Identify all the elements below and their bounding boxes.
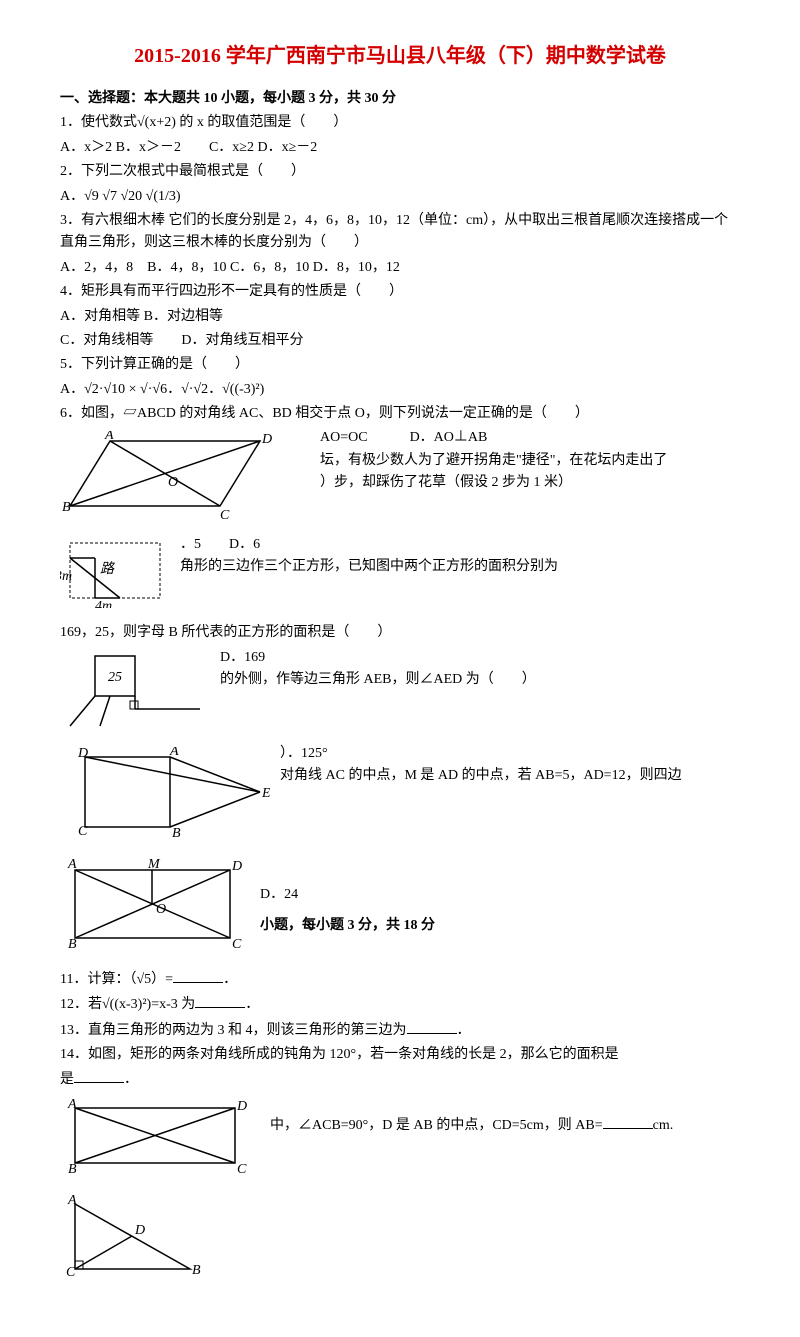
te-E: E [261,786,270,801]
rm-M: M [147,858,161,872]
q4-text: 4．矩形具有而平行四边形不一定具有的性质是（ ） [60,281,740,303]
q13-text: 13．直角三角形的两边为 3 和 4，则该三角形的第三边为 [60,1023,407,1038]
squares-figure: 25 [60,651,210,739]
te-D: D [77,747,88,761]
q11-blank [173,968,223,983]
sq25-label: 25 [108,670,122,685]
q13: 13．直角三角形的两边为 3 和 4，则该三角形的第三边为． [60,1019,740,1042]
q6-figure-row: A D B C O AO=OC D．AO⊥AB 坛，有极少数人为了避开拐角走"捷… [60,427,740,533]
q12-text: 12．若√((x-3)²)=x-3 为 [60,997,195,1012]
path-4m: 4m [95,599,112,608]
q10-optD: D．24 [260,884,435,906]
q2-text: 2．下列二次根式中最简根式是（ ） [60,161,740,183]
q1-text: 1．使代数式√(x+2) 的 x 的取值范围是（ ） [60,112,740,134]
q3-options: A．2，4，8 B．4，8，10 C．6，8，10 D．8，10，12 [60,257,740,279]
q9-optD: ）．125° [280,743,682,765]
q12-blank [195,993,245,1008]
label-D: D [261,432,272,447]
rm-B: B [68,937,77,952]
rect-mo-figure: A D B C M O [60,858,250,961]
path-figure: 3m 4m 路 [60,538,170,616]
rx-D: D [236,1099,247,1114]
q15-text: 中，∠ACB=90°，D 是 AB 的中点，CD=5cm，则 AB= [270,1118,603,1133]
q5-text: 5．下列计算正确的是（ ） [60,354,740,376]
q9-text: 对角线 AC 的中点，M 是 AD 的中点，若 AB=5，AD=12，则四边 [280,765,682,787]
q3-text: 3．有六根细木棒 它们的长度分别是 2，4，6，8，10，12（单位：cm），从… [60,210,740,255]
section2-header: 小题，每小题 3 分，共 18 分 [260,915,435,937]
rt-A: A [67,1194,77,1208]
rt-C: C [66,1265,76,1280]
rt-B: B [192,1263,201,1278]
paper-title: 2015-2016 学年广西南宁市马山县八年级（下）期中数学试卷 [60,40,740,72]
te-A: A [169,747,179,759]
section1-header: 一、选择题：本大题共 10 小题，每小题 3 分，共 30 分 [60,88,740,110]
q7-text: 角形的三边作三个正方形，已知图中两个正方形的面积分别为 [180,556,558,578]
rm-C: C [232,937,242,952]
q10-figure-row: A D B C M O D．24 小题，每小题 3 分，共 18 分 [60,854,740,965]
q6-text: 6．如图，▱ABCD 的对角线 AC、BD 相交于点 O，则下列说法一定正确的是… [60,403,740,425]
q6-right2: 坛，有极少数人为了避开拐角走"捷径"，在花坛内走出了 [320,450,667,472]
q14: 14．如图，矩形的两条对角线所成的钝角为 120°，若一条对角线的长是 2，那么… [60,1044,740,1066]
q8-figure-row: 25 D．169 的外侧，作等边三角形 AEB，则∠AED 为（ ） [60,647,740,743]
q11-text: 11．计算：（√5）= [60,972,173,987]
q11: 11．计算：（√5）=． [60,968,740,991]
rm-D: D [231,859,242,874]
label-O: O [168,475,178,490]
rm-O: O [156,902,166,917]
label-A: A [104,431,114,443]
te-B: B [172,826,181,841]
q4-optC: C．对角线相等 D．对角线互相平分 [60,330,740,352]
q6-right1: AO=OC D．AO⊥AB [320,427,667,449]
q13-blank [407,1019,457,1034]
q8-optD: D．169 [220,647,536,669]
q7-optCD: ．5 D．6 [180,534,558,556]
q8-pre: 169，25，则字母 B 所代表的正方形的面积是（ ） [60,622,740,644]
label-C: C [220,508,230,521]
rm-A: A [67,858,77,872]
te-C: C [78,824,88,839]
q2-options: A．√9 √7 √20 √(1/3) [60,186,740,208]
q1-options: A．x＞2 B．x＞－2 C．x≥2 D．x≥－2 [60,137,740,159]
q8-text: 的外侧，作等边三角形 AEB，则∠AED 为（ ） [220,669,536,691]
path-3m: 3m [60,569,72,584]
q14-cont: 是． [60,1068,740,1091]
q12: 12．若√((x-3)²)=x-3 为． [60,993,740,1016]
label-B: B [62,500,71,515]
path-label: 路 [100,561,115,577]
q5-options: A．√2·√10 × √·√6．√·√2．√((-3)²) [60,379,740,401]
q4-optA: A．对角相等 B．对边相等 [60,306,740,328]
rect-x-figure: A D B C [60,1098,260,1186]
q14-figure-row: A D B C 中，∠ACB=90°，D 是 AB 的中点，CD=5cm，则 A… [60,1094,740,1190]
rt-triangle-figure: A B C D [60,1194,740,1292]
parallelogram-figure: A D B C O [60,431,280,529]
q6-right3: ）步，却踩伤了花草（假设 2 步为 1 米） [320,472,667,494]
q9-figure-row: D A E B C ）．125° 对角线 AC 的中点，M 是 AD 的中点，若… [60,743,740,854]
q14-text: 14．如图，矩形的两条对角线所成的钝角为 120°，若一条对角线的长是 2，那么… [60,1047,619,1062]
q14-blank [74,1068,124,1083]
triangle-e-figure: D A E B C [60,747,270,850]
rt-D: D [134,1223,145,1238]
q7-figure-row: 3m 4m 路 ．5 D．6 角形的三边作三个正方形，已知图中两个正方形的面积分… [60,534,740,620]
rx-B: B [68,1162,77,1177]
q15-unit: cm. [653,1118,674,1133]
q15-blank [603,1114,653,1129]
rx-C: C [237,1162,247,1177]
rx-A: A [67,1098,77,1112]
